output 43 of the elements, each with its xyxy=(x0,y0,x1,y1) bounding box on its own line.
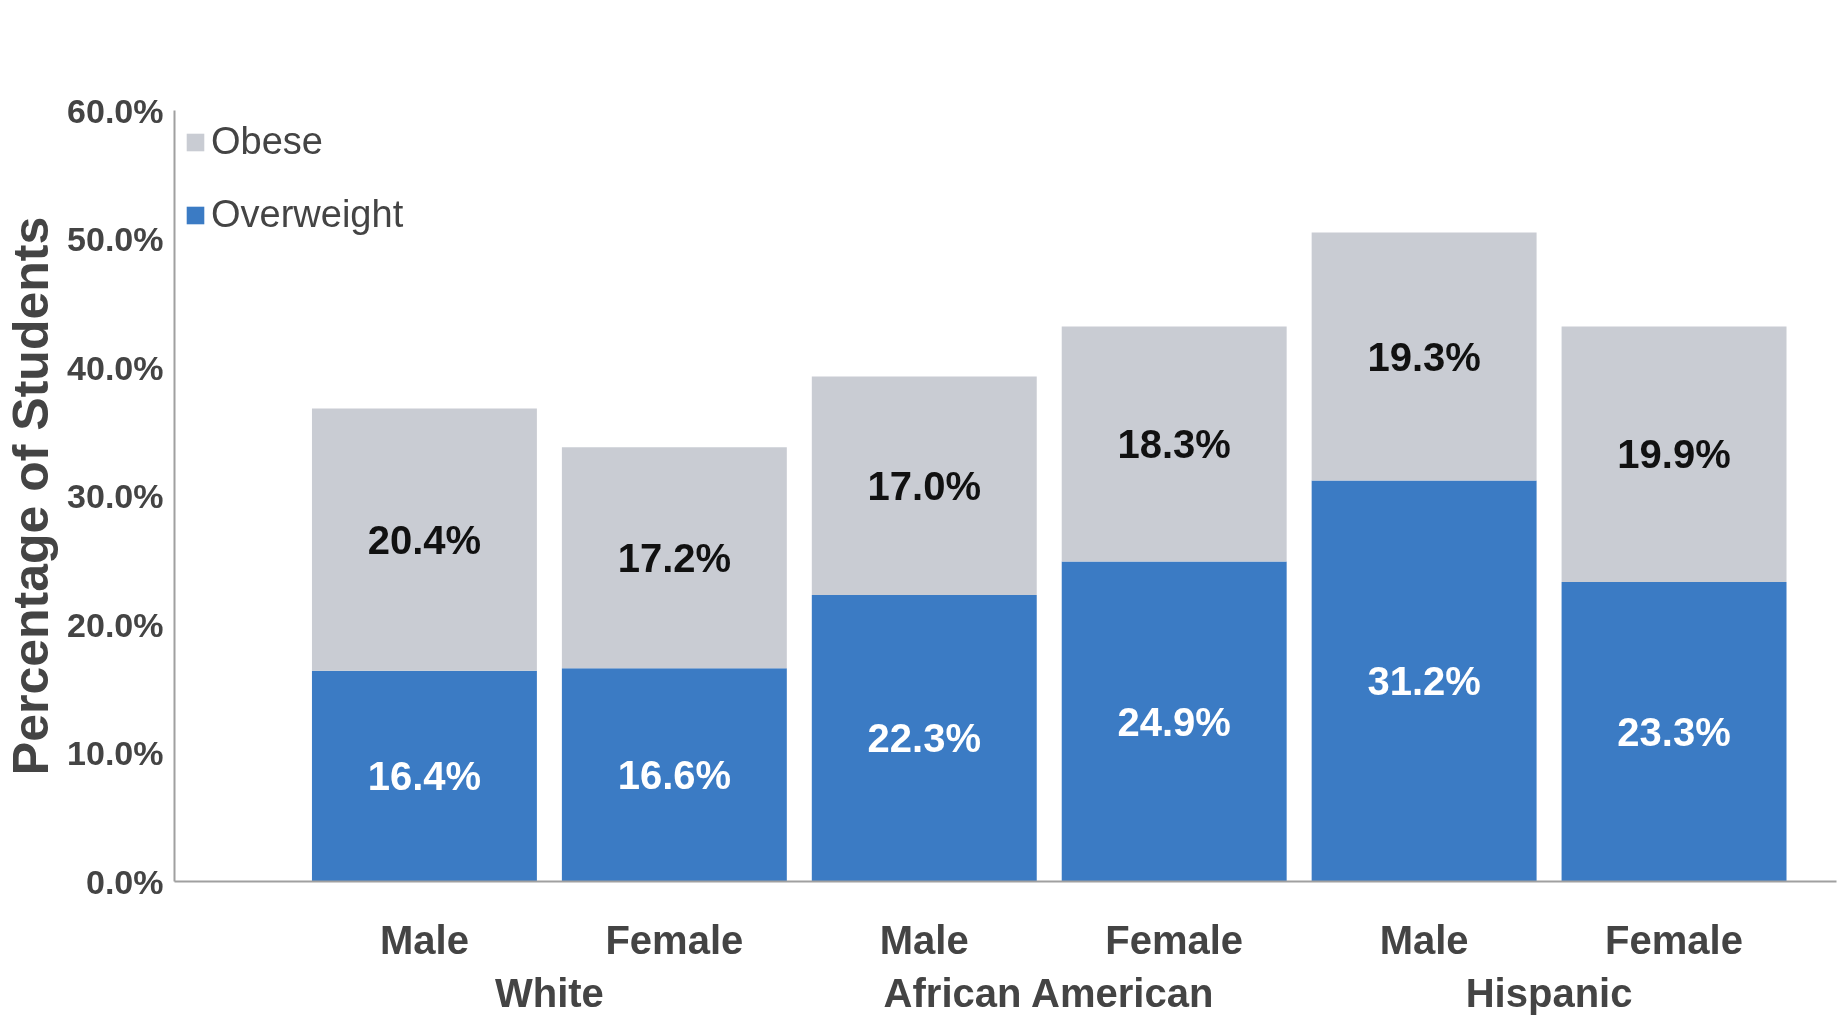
bar xyxy=(311,670,537,882)
text: 20.4% xyxy=(367,517,482,562)
text: 16.6% xyxy=(617,752,732,797)
bar xyxy=(1061,326,1287,562)
x-tick-label: Female xyxy=(605,917,744,962)
bar xyxy=(1061,561,1287,882)
text: 31.2% xyxy=(1367,659,1481,704)
bar xyxy=(811,376,1037,595)
bar xyxy=(561,447,787,669)
y-tick-label: 30.0% xyxy=(67,477,164,515)
legend-label: Overweight xyxy=(211,193,404,236)
bar xyxy=(1311,232,1537,481)
y-axis-title: Percentage of Students xyxy=(3,216,60,776)
bar xyxy=(561,668,787,882)
y-tick-label: 40.0% xyxy=(67,348,164,387)
text: 17.2% xyxy=(617,535,732,580)
bar xyxy=(1311,480,1537,882)
x-tick-label: Female xyxy=(1605,917,1743,962)
text: 23.3% xyxy=(1617,709,1731,754)
text: 19.9% xyxy=(1617,432,1731,477)
y-tick-label: 10.0% xyxy=(67,734,164,772)
x-tick-label: Male xyxy=(379,917,469,962)
x-tick-label: Male xyxy=(879,917,969,962)
x-tick-label: Male xyxy=(1379,917,1469,962)
text: 22.3% xyxy=(867,716,981,761)
text: 18.3% xyxy=(1117,421,1231,466)
legend-label: Obese xyxy=(211,120,323,163)
text: African American xyxy=(883,970,1214,1015)
text: White xyxy=(494,970,604,1015)
bar xyxy=(311,408,537,671)
y-tick-label: 60.0% xyxy=(67,91,164,130)
text: 16.4% xyxy=(367,754,482,799)
bar xyxy=(1561,326,1787,583)
text: 17.0% xyxy=(867,463,981,508)
text: Hispanic xyxy=(1465,970,1633,1015)
text: 19.3% xyxy=(1367,334,1481,379)
text: 24.9% xyxy=(1117,699,1231,744)
y-tick-label: 50.0% xyxy=(67,220,164,258)
y-tick-label: 20.0% xyxy=(67,605,164,644)
x-tick-label: Female xyxy=(1105,917,1244,962)
bar xyxy=(811,594,1037,882)
y-tick-label: 0.0% xyxy=(86,862,164,901)
bar xyxy=(1561,582,1787,882)
